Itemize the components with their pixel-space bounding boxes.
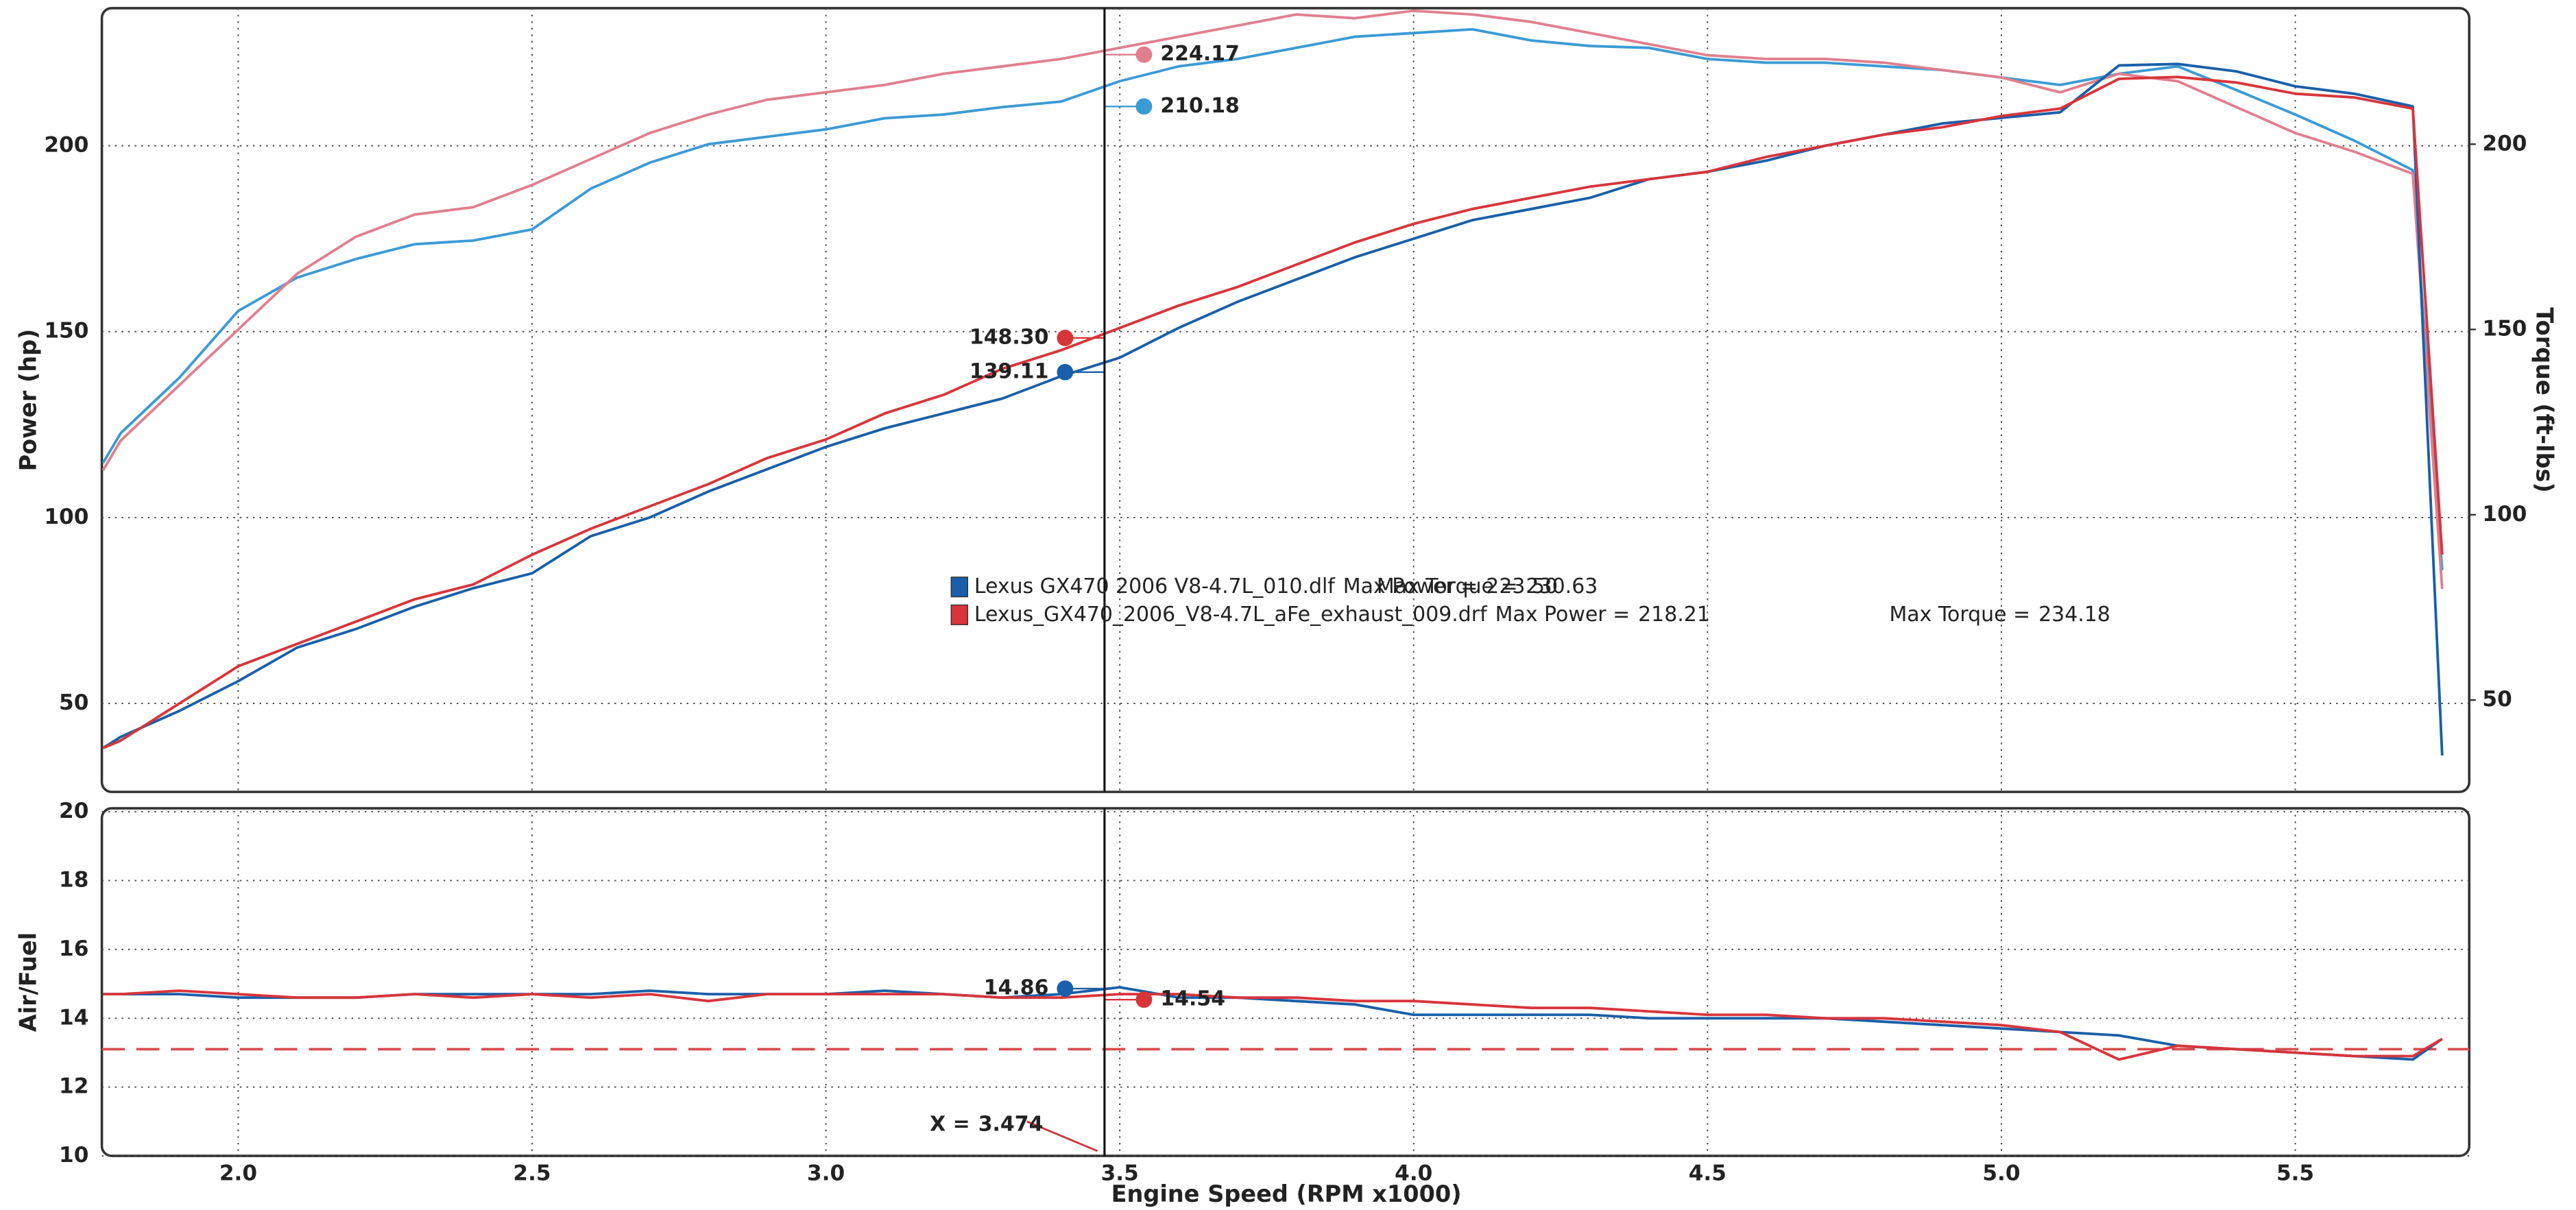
readout-dot: [1057, 980, 1074, 997]
x-tick-label: 5.0: [1982, 1161, 2020, 1185]
series-line: [103, 989, 2443, 1061]
readout-label: 139.11: [970, 359, 1049, 383]
x-tick-label: 4.0: [1395, 1161, 1432, 1185]
x-tick-label: 5.5: [2276, 1161, 2314, 1185]
cursor-pointer: [1026, 1120, 1098, 1152]
readout-label: 224.17: [1160, 42, 1240, 66]
readout-dot: [1135, 991, 1153, 1008]
y-tick-label: 50: [59, 690, 88, 715]
readout-label: 14.54: [1160, 987, 1225, 1011]
legend-text: Max Power =: [1343, 574, 1478, 598]
y-tick-label: 14: [59, 1005, 88, 1030]
legend-text: Lexus GX470 2006 V8-4.7L_010.dlf: [974, 574, 1336, 598]
legend-text: 223.50: [1486, 574, 1558, 598]
legend-entry: Lexus GX470 2006 V8-4.7L_010.dlf Max Powe…: [974, 574, 1558, 598]
readout-label: 210.18: [1160, 94, 1240, 118]
y-tick-label: 100: [44, 505, 88, 529]
legend-swatch: [950, 577, 968, 598]
legend-entry: Max Torque = 230.63: [1377, 574, 1598, 598]
series-line: [101, 27, 2444, 571]
x-tick-label: 3.5: [1101, 1161, 1139, 1185]
readout-dot: [1135, 46, 1153, 63]
legend-text: Max Torque =: [1377, 574, 1518, 598]
top-panel: [100, 7, 2471, 793]
y2-tick-label: 150: [2482, 317, 2527, 341]
y-axis-title: Power (hp): [15, 329, 42, 472]
x-tick-label: 2.0: [219, 1161, 257, 1185]
cursor-label-value: 3.474: [978, 1112, 1044, 1136]
y-tick-label: 10: [59, 1143, 88, 1167]
series-line: [103, 986, 2443, 1061]
legend-entry: Lexus_GX470_2006_V8-4.7L_aFe_exhaust_009…: [974, 602, 1710, 626]
legend-text: 230.63: [1526, 574, 1598, 598]
y-tick-label: 150: [44, 319, 88, 343]
legend-text: Max Power =: [1495, 602, 1630, 626]
x-tick-label: 4.5: [1689, 1161, 1726, 1185]
legend-entry: Max Torque = 234.18: [1889, 602, 2110, 626]
readout-dot: [1057, 363, 1074, 380]
y-tick-label: 18: [59, 867, 88, 892]
y-tick-label: 16: [59, 936, 88, 961]
y-tick-label: 200: [44, 133, 88, 158]
readout-label: 14.86: [984, 976, 1049, 1000]
series-line: [101, 9, 2444, 590]
cursor-label-text: X =: [930, 1112, 970, 1136]
legend-text: Max Torque =: [1889, 602, 2030, 626]
y-tick-label: 20: [59, 799, 88, 823]
readout-label: 148.30: [970, 326, 1049, 350]
legend-text: 218.21: [1638, 602, 1710, 626]
y2-tick-label: 100: [2482, 502, 2527, 527]
legend-swatch: [950, 604, 968, 625]
cursor-label: X = 3.474: [930, 1112, 1043, 1136]
series-line: [102, 75, 2444, 749]
legend-text: Lexus_GX470_2006_V8-4.7L_aFe_exhaust_009…: [974, 602, 1488, 626]
y2-tick-label: 50: [2482, 687, 2512, 712]
x-tick-label: 2.5: [513, 1161, 551, 1185]
x-axis-title: Engine Speed (RPM x1000): [1111, 1181, 1462, 1207]
y2-tick-label: 200: [2482, 131, 2527, 156]
readout-dot: [1057, 330, 1074, 346]
y-tick-label: 12: [59, 1074, 88, 1099]
y-axis-title: Air/Fuel: [15, 932, 42, 1032]
readout-dot: [1135, 98, 1153, 115]
y2-axis-title: Torque (ft-lbs): [2531, 307, 2558, 492]
legend-text: 234.18: [2038, 602, 2110, 626]
x-tick-label: 3.0: [807, 1161, 845, 1185]
